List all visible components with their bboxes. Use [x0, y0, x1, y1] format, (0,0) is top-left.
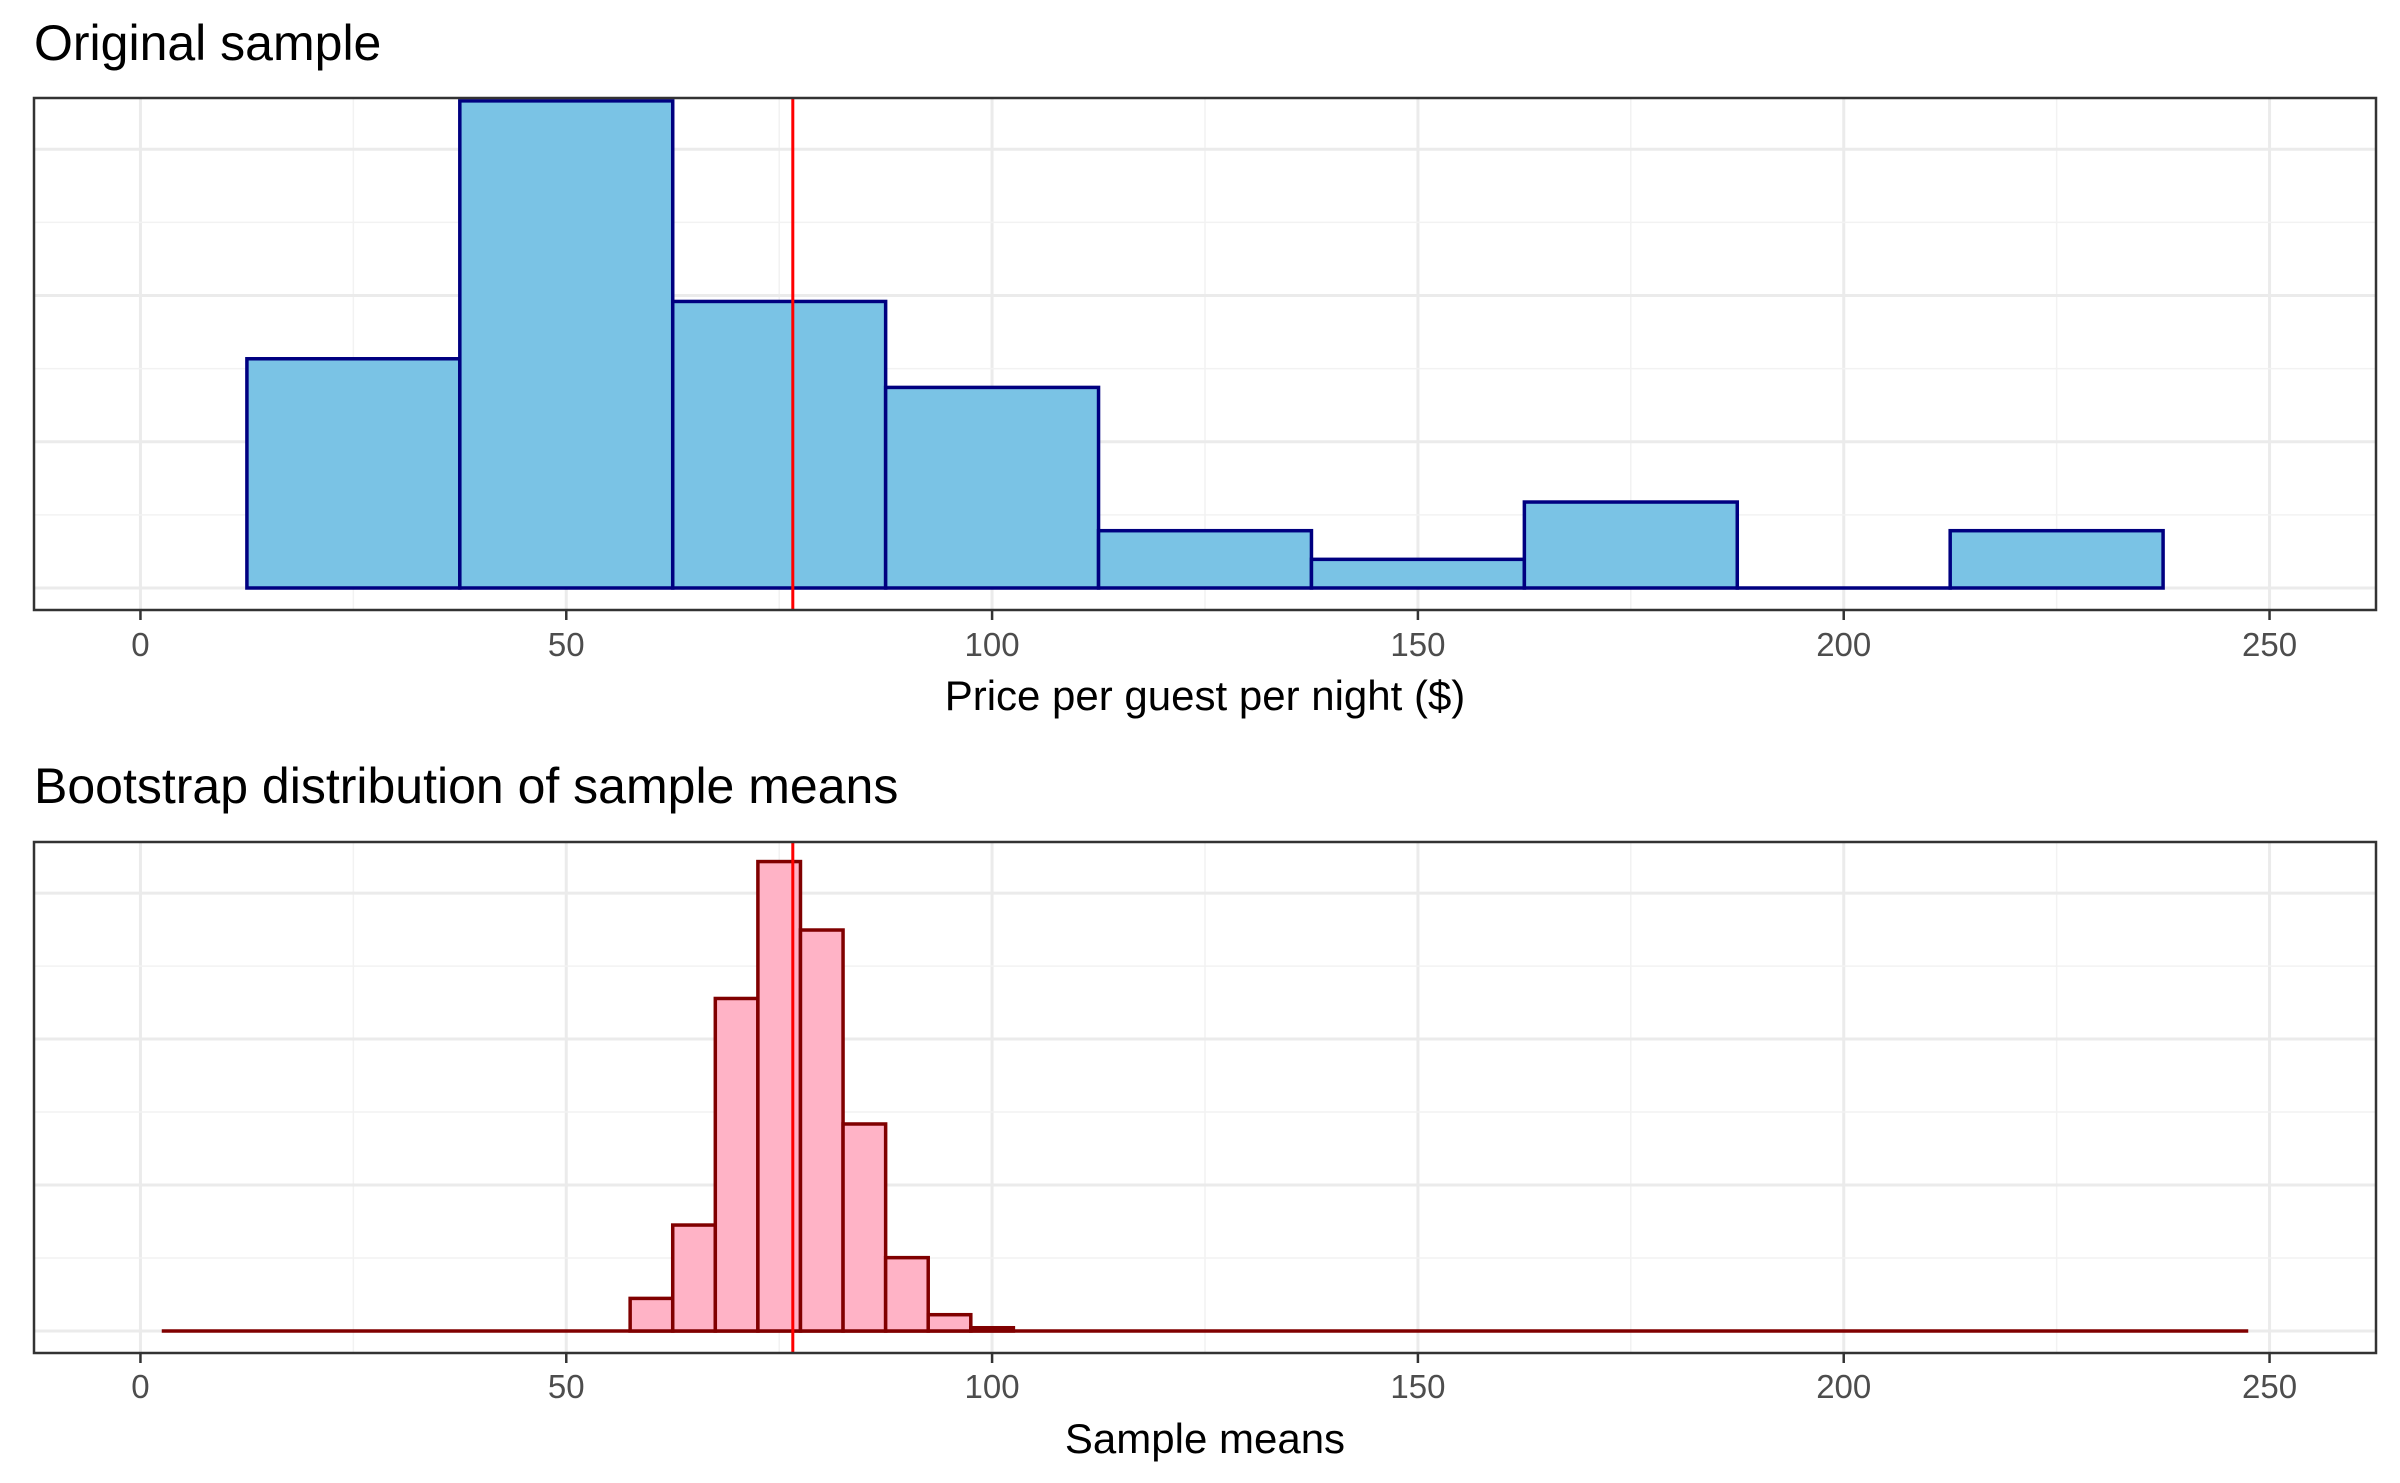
histogram-bar — [1522, 500, 1740, 590]
panel-original-sample: Original sample 0 50 100 150 200 250 Price pe… — [32, 15, 2378, 719]
histogram-bar — [1096, 528, 1314, 590]
x-axis-ticks: 0 50 100 150 200 250 — [131, 610, 2297, 663]
x-tick-label: 100 — [965, 1368, 1020, 1405]
histogram-bar — [883, 385, 1101, 590]
x-axis-title: Sample means — [1065, 1415, 1345, 1462]
x-tick-label: 250 — [2242, 626, 2297, 663]
histogram-bar — [798, 928, 845, 1333]
x-tick-label: 150 — [1390, 1368, 1445, 1405]
x-axis-title: Price per guest per night ($) — [945, 672, 1466, 719]
x-tick-label: 0 — [131, 1368, 149, 1405]
x-tick-label: 100 — [965, 626, 1020, 663]
histogram-bars — [245, 99, 2165, 590]
histogram-bar — [670, 299, 888, 590]
histogram-bar — [926, 1312, 973, 1333]
panel-title: Original sample — [34, 15, 381, 71]
panel-bootstrap-distribution: Bootstrap distribution of sample means 0… — [32, 758, 2378, 1462]
x-tick-label: 50 — [548, 626, 585, 663]
histogram-bars — [161, 859, 2249, 1333]
panel-title: Bootstrap distribution of sample means — [34, 758, 898, 814]
histogram-bar — [713, 996, 760, 1333]
x-axis-ticks: 0 50 100 150 200 250 — [131, 1353, 2297, 1405]
x-tick-label: 250 — [2242, 1368, 2297, 1405]
histogram-bar — [969, 1325, 1016, 1333]
histogram-bar — [883, 1255, 930, 1333]
histogram-bar — [1948, 528, 2165, 590]
x-tick-label: 50 — [548, 1368, 585, 1405]
histogram-bar — [628, 1296, 675, 1333]
histogram-bar — [670, 1223, 718, 1333]
plot-frame — [32, 840, 2378, 1355]
plot-frame — [32, 96, 2378, 612]
histogram-bar — [841, 1122, 888, 1333]
x-tick-label: 200 — [1816, 1368, 1871, 1405]
histogram-bar — [1309, 557, 1527, 590]
x-tick-label: 200 — [1816, 626, 1871, 663]
x-tick-label: 150 — [1390, 626, 1445, 663]
x-tick-label: 0 — [131, 626, 149, 663]
histogram-bar — [245, 357, 462, 590]
histogram-bar — [458, 99, 675, 590]
